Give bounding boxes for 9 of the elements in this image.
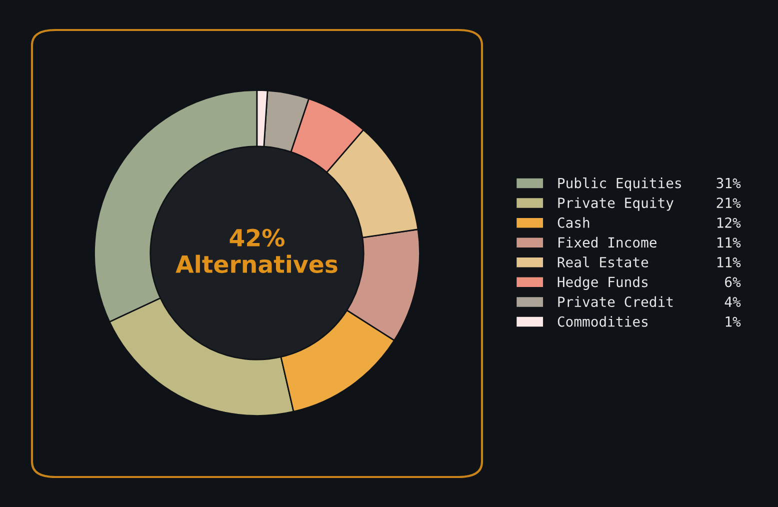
legend-label: Private Equity 21%	[558, 197, 741, 211]
legend-label: Real Estate 11%	[558, 256, 741, 268]
legend-label: Hedge Funds 6%	[558, 276, 741, 290]
legend-label: Private Credit 4%	[558, 296, 741, 308]
text: 42% Alternatives	[176, 228, 338, 274]
legend-label: Fixed Income 11%	[558, 236, 741, 248]
legend-label: Commodities 1%	[558, 316, 741, 327]
legend-label: Public Equities 31%	[558, 177, 741, 192]
legend-label: Cash 12%	[558, 217, 741, 228]
